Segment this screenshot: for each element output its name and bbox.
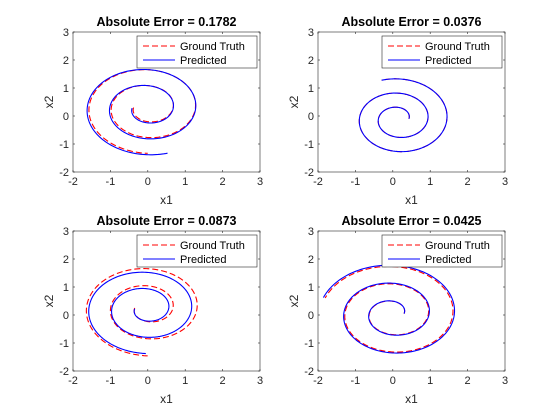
- legend-box: [381, 234, 503, 268]
- chart-title: Absolute Error = 0.0873: [97, 214, 237, 228]
- x-tick-label: 1: [182, 375, 188, 387]
- x-tick-label: 2: [465, 375, 471, 387]
- y-tick-label: 0: [308, 310, 314, 322]
- x-axis-label: x1: [160, 392, 173, 406]
- subplot-3: -2 -1 0 1 2 3 -2 -1 0 1 2 3 Absolute Error = 0.0873 x…: [42, 214, 263, 406]
- y-tick-label: 3: [308, 27, 314, 39]
- y-tick-label: -1: [59, 139, 69, 151]
- x-tick-label: 1: [182, 176, 188, 188]
- y-tick-label: -2: [304, 167, 314, 179]
- y-tick-label: 0: [63, 111, 69, 123]
- y-tick-label: 1: [308, 83, 314, 95]
- legend-entry: Predicted: [180, 55, 226, 67]
- x-tick-label: 2: [465, 176, 471, 188]
- x-tick-label: -2: [313, 176, 323, 188]
- x-axis-label: x1: [160, 193, 173, 207]
- legend: Ground Truth Predicted: [381, 35, 503, 69]
- x-axis-label: x1: [405, 392, 418, 406]
- legend: Ground Truth Predicted: [136, 35, 258, 69]
- x-tick-label: 3: [502, 375, 508, 387]
- x-tick-label: -1: [106, 176, 116, 188]
- chart-title: Absolute Error = 0.0425: [342, 214, 482, 228]
- y-axis-label: x2: [287, 95, 301, 108]
- x-tick-label: 0: [145, 375, 151, 387]
- y-tick-label: 0: [308, 111, 314, 123]
- y-tick-label: 1: [63, 83, 69, 95]
- subplot-2: -2 -1 0 1 2 3 -2 -1 0 1 2 3 Absolute Error = 0.0376 x…: [287, 15, 508, 207]
- x-axis-label: x1: [405, 193, 418, 207]
- y-tick-label: -2: [59, 366, 69, 378]
- y-tick-label: 2: [63, 254, 69, 266]
- legend-entry: Ground Truth: [425, 240, 490, 252]
- chart-title: Absolute Error = 0.1782: [97, 15, 237, 29]
- series-line-predicted: [86, 68, 197, 156]
- y-tick-label: -2: [304, 366, 314, 378]
- series-line-ground-truth: [88, 69, 197, 154]
- y-axis-label: x2: [287, 294, 301, 307]
- legend-entry: Ground Truth: [425, 41, 490, 53]
- legend-entry: Predicted: [425, 55, 471, 67]
- series-line-ground-truth: [85, 268, 198, 357]
- x-tick-label: 1: [427, 176, 433, 188]
- x-tick-label: -2: [68, 176, 78, 188]
- x-tick-label: -2: [313, 375, 323, 387]
- y-axis-label: x2: [42, 95, 56, 108]
- x-tick-label: -2: [68, 375, 78, 387]
- x-tick-label: 0: [390, 176, 396, 188]
- y-axis-label: x2: [42, 294, 56, 307]
- subplot-4: -2 -1 0 1 2 3 -2 -1 0 1 2 3 Absolute Error = 0.0425 x…: [287, 214, 508, 406]
- x-tick-label: 2: [220, 375, 226, 387]
- legend-box: [381, 35, 503, 69]
- y-tick-label: 1: [308, 282, 314, 294]
- legend-entry: Predicted: [425, 254, 471, 266]
- chart-title: Absolute Error = 0.0376: [342, 15, 482, 29]
- y-tick-label: 0: [63, 310, 69, 322]
- legend-entry: Ground Truth: [180, 240, 245, 252]
- x-tick-label: 2: [220, 176, 226, 188]
- y-tick-label: -2: [59, 167, 69, 179]
- subplot-1: -2 -1 0 1 2 3 -2 -1 0 1 2 3 Absolute Error = 0.1782 x…: [42, 15, 263, 207]
- y-tick-label: -1: [304, 338, 314, 350]
- x-tick-label: 3: [257, 176, 263, 188]
- x-tick-label: -1: [106, 375, 116, 387]
- legend-box: [136, 35, 258, 69]
- y-tick-label: -1: [304, 139, 314, 151]
- y-tick-label: -1: [59, 338, 69, 350]
- series-line-predicted: [322, 264, 456, 354]
- y-tick-label: 3: [63, 226, 69, 238]
- y-tick-label: 3: [308, 226, 314, 238]
- x-tick-label: -1: [351, 176, 361, 188]
- legend: Ground Truth Predicted: [136, 234, 258, 268]
- y-tick-label: 3: [63, 27, 69, 39]
- x-tick-label: 0: [390, 375, 396, 387]
- series-line-predicted: [88, 271, 193, 355]
- x-tick-label: 3: [502, 176, 508, 188]
- x-tick-label: 1: [427, 375, 433, 387]
- x-tick-label: 0: [145, 176, 151, 188]
- series-line-predicted: [358, 78, 448, 153]
- legend-box: [136, 234, 258, 268]
- y-tick-label: 1: [63, 282, 69, 294]
- x-tick-label: 3: [257, 375, 263, 387]
- y-tick-label: 2: [308, 254, 314, 266]
- legend: Ground Truth Predicted: [381, 234, 503, 268]
- legend-entry: Ground Truth: [180, 41, 245, 53]
- legend-entry: Predicted: [180, 254, 226, 266]
- y-tick-label: 2: [63, 55, 69, 67]
- x-tick-label: -1: [351, 375, 361, 387]
- y-tick-label: 2: [308, 55, 314, 67]
